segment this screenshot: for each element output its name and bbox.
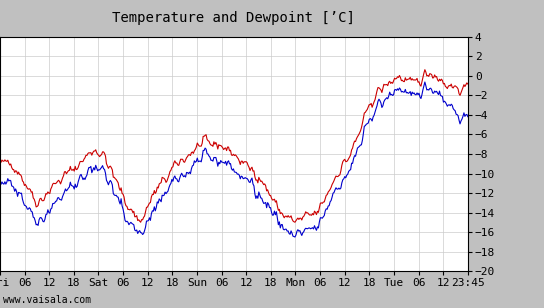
Text: Temperature and Dewpoint [’C]: Temperature and Dewpoint [’C] — [113, 11, 355, 25]
Text: www.vaisala.com: www.vaisala.com — [3, 295, 91, 305]
